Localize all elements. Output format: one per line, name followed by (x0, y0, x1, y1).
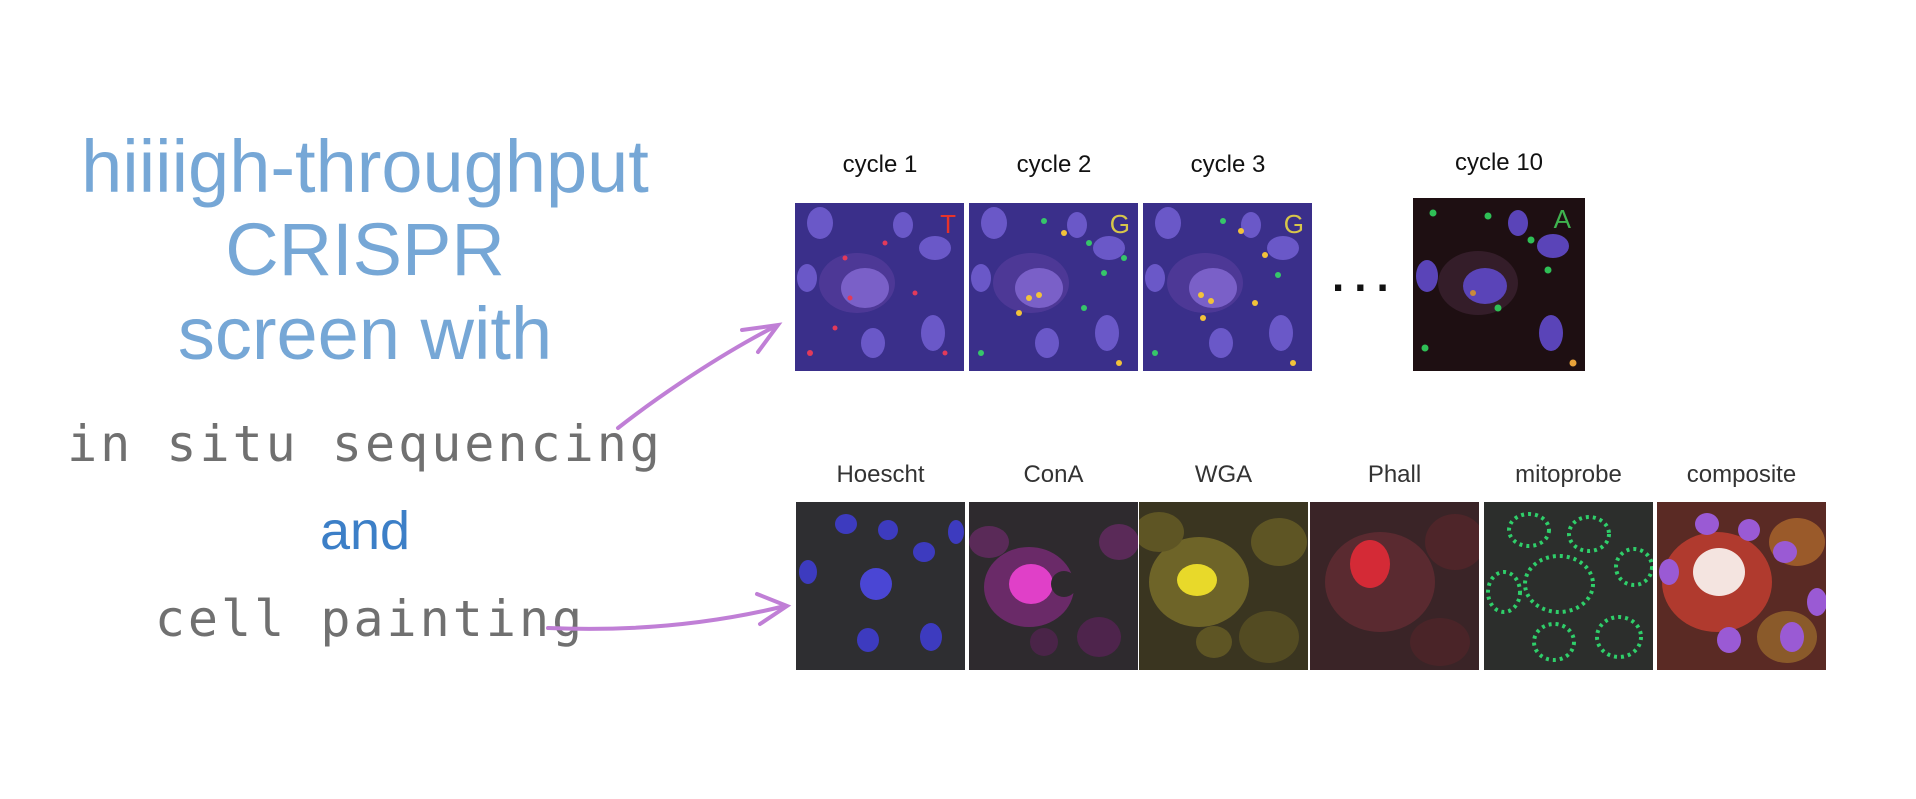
channel-composite-image (1657, 502, 1826, 670)
cycle-10-base: A (1553, 204, 1571, 234)
channel-mitoprobe-image (1484, 502, 1653, 670)
channel-phall-image (1310, 502, 1479, 670)
channel-wga-image (1139, 502, 1308, 670)
channel-phall-label: Phall (1367, 461, 1422, 488)
cycle-10-label: cycle 10 (1454, 149, 1544, 176)
channel-composite-label: composite (1686, 461, 1797, 488)
headline-line-1: hiiiigh-throughput (81, 125, 649, 208)
cycle-2-base: G (1109, 209, 1130, 239)
cycle-3-label: cycle 3 (1190, 151, 1266, 178)
arrow-to-painting (546, 592, 792, 631)
channel-hoescht-label: Hoescht (836, 461, 925, 488)
cycle-1-image: T (795, 203, 964, 371)
channel-hoescht-image (796, 502, 965, 670)
channel-wga-label: WGA (1194, 461, 1253, 488)
channel-cona-image (969, 502, 1138, 670)
cycle-2-label: cycle 2 (1016, 151, 1092, 178)
method-in-situ-sequencing: in situ sequencing (67, 415, 663, 473)
headline-line-3: screen with (177, 292, 553, 375)
method-cell-painting: cell painting (154, 590, 586, 648)
cycle-3-image: G (1143, 203, 1312, 371)
cycle-2-image: G (969, 203, 1138, 371)
cycle-1-base: T (940, 209, 956, 239)
cycle-1-label: cycle 1 (842, 151, 918, 178)
channel-cona-label: ConA (1023, 461, 1084, 488)
cycle-3-base: G (1283, 209, 1304, 239)
cycles-ellipsis: ... (1332, 252, 1399, 301)
arrow-to-sequencing (616, 322, 783, 430)
headline-line-2: CRISPR (225, 208, 505, 291)
method-and: and (319, 501, 411, 561)
cycle-10-image: A (1413, 198, 1585, 371)
channel-mitoprobe-label: mitoprobe (1515, 461, 1622, 488)
